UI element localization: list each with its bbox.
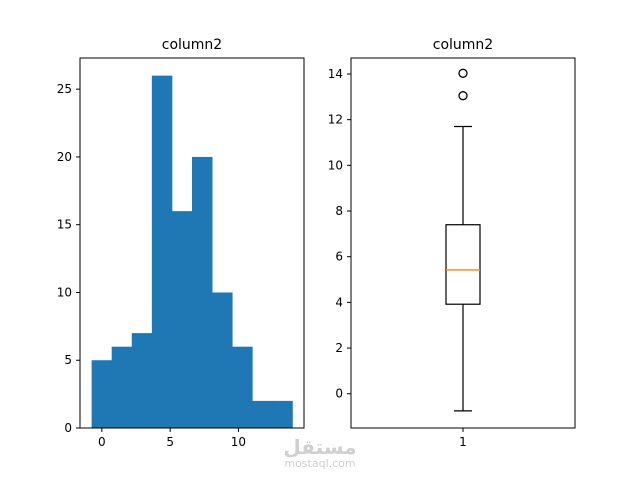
y-tick-label: 10 (328, 158, 343, 172)
histogram-bar (91, 360, 113, 428)
y-tick-label: 6 (335, 250, 343, 264)
y-tick-label: 0 (64, 421, 72, 435)
histogram-panel: column2 0 5 10 15 20 25 0 5 10 (57, 37, 305, 449)
y-tick-label: 4 (335, 295, 343, 309)
x-tick-label: 5 (166, 435, 174, 449)
histogram-title: column2 (162, 37, 222, 53)
y-tick-label: 2 (335, 341, 343, 355)
x-tick-label: 1 (459, 435, 467, 449)
x-tick-label: 0 (98, 435, 106, 449)
histogram-bar (192, 156, 213, 428)
boxplot-x-axis: 1 (459, 428, 467, 449)
boxplot-y-axis: 0 2 4 6 8 10 12 14 (328, 67, 351, 401)
histogram-frame (79, 57, 305, 429)
outlier-point (458, 91, 468, 101)
histogram-bar (272, 400, 293, 428)
y-tick-label: 25 (57, 82, 72, 96)
histogram-bars (91, 75, 293, 428)
boxplot-marks (445, 68, 481, 412)
y-tick-label: 15 (57, 218, 72, 232)
boxplot-panel: column2 0 2 4 6 8 10 12 14 1 (328, 37, 576, 449)
histogram-bar (151, 75, 173, 428)
histogram-y-axis: 0 5 10 15 20 25 (57, 82, 80, 435)
boxplot-title: column2 (433, 37, 493, 53)
histogram-bar (131, 333, 153, 428)
box-iqr (445, 224, 481, 305)
y-tick-label: 8 (335, 204, 343, 218)
histogram-x-axis: 0 5 10 (98, 428, 246, 449)
y-tick-label: 10 (57, 285, 72, 299)
y-tick-label: 0 (335, 387, 343, 401)
y-tick-label: 20 (57, 150, 72, 164)
y-tick-label: 5 (64, 353, 72, 367)
y-tick-label: 14 (328, 67, 343, 81)
histogram-bar (252, 400, 273, 428)
x-tick-label: 10 (231, 435, 246, 449)
boxplot-frame (350, 57, 576, 429)
histogram-bar (212, 292, 233, 428)
outlier-point (458, 68, 468, 78)
histogram-bar (111, 346, 133, 428)
histogram-bar (232, 346, 253, 428)
y-tick-label: 12 (328, 113, 343, 127)
histogram-bar (171, 211, 193, 428)
